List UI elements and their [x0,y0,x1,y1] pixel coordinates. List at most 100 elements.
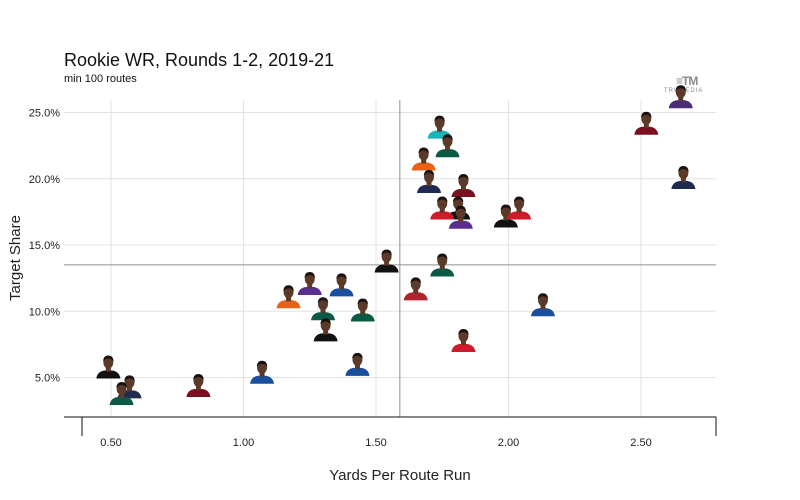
y-axis-label: Target Share [7,215,24,301]
data-point[interactable] [671,166,696,190]
player-neck [307,284,313,289]
player-jersey [403,292,428,301]
data-point[interactable] [634,111,659,135]
x-axis-label: Yards Per Route Run [329,467,470,484]
data-point[interactable] [109,382,134,405]
grid-layer [64,100,716,417]
player-head [442,135,453,148]
player-jersey [313,333,338,342]
player-neck [320,309,326,314]
data-point[interactable] [430,253,455,277]
data-point[interactable] [493,204,518,228]
chart-subtitle: min 100 routes [64,73,137,85]
data-point[interactable] [417,170,441,193]
player-hair [434,115,445,122]
y-tick-label: 20.0% [29,174,60,186]
player-jersey [448,220,473,229]
data-point[interactable] [668,85,693,109]
player-head [304,273,315,286]
data-point[interactable] [451,173,476,197]
player-jersey [417,185,441,193]
data-point[interactable] [451,329,476,352]
player-neck [286,297,292,302]
data-point[interactable] [435,134,460,158]
player-head [434,116,445,129]
data-point[interactable] [507,196,532,220]
player-neck [339,285,345,290]
player-jersey [411,162,436,171]
player-head [418,148,429,161]
player-neck [426,182,432,186]
player-neck [259,372,265,377]
player-head [437,197,448,210]
player-jersey [186,389,211,398]
player-neck [384,261,390,266]
data-point[interactable] [276,285,301,309]
player-head [641,112,652,125]
player-jersey [507,211,532,220]
player-head [257,361,268,374]
player-hair [256,360,268,367]
player-head [352,353,363,366]
player-neck [540,305,546,310]
player-neck [503,216,509,221]
player-head [318,298,328,311]
player-jersey [297,287,322,296]
player-jersey [329,288,354,297]
player-head [320,319,331,332]
y-tick-label: 5.0% [35,373,60,385]
player-hair [458,173,469,180]
player-hair [537,293,549,300]
player-neck [105,367,111,372]
data-point[interactable] [448,205,473,229]
data-point[interactable] [411,147,436,171]
player-jersey [350,313,375,322]
data-points [96,85,696,405]
player-hair [513,196,525,203]
data-point[interactable] [403,277,428,301]
player-neck [680,178,686,183]
player-neck [643,123,649,128]
player-hair [641,111,652,118]
player-head [678,167,689,180]
tick-labels: 0.50 1.00 1.50 2.00 2.50 5.0% 10.0% 15.0% 20.0% 2… [29,108,652,450]
player-hair [675,85,686,92]
y-tick-label: 10.0% [29,306,60,318]
player-hair [678,166,689,173]
data-point[interactable] [329,273,354,297]
data-point[interactable] [350,298,375,322]
data-point[interactable] [297,272,322,296]
player-jersey [345,367,370,376]
player-hair [455,205,466,212]
x-tick-label: 0.50 [100,437,121,449]
player-hair [458,329,469,335]
player-hair [500,204,512,211]
player-jersey [634,126,659,135]
player-neck [439,265,445,270]
player-jersey [668,100,693,109]
player-jersey [451,344,476,352]
data-point[interactable] [430,196,455,220]
player-head [500,205,511,218]
brand-logo-mark: ≡TM [676,74,698,88]
data-point[interactable] [186,374,211,398]
data-point[interactable] [313,318,338,342]
player-hair [423,170,435,176]
data-point[interactable] [96,355,121,379]
player-hair [357,298,368,305]
player-head [283,286,294,299]
data-point[interactable] [374,249,399,273]
data-point[interactable] [250,360,275,384]
data-point[interactable] [311,297,335,321]
data-point[interactable] [345,352,370,376]
player-hair [442,134,453,141]
y-tick-label: 25.0% [29,108,60,120]
chart-title: Rookie WR, Rounds 1-2, 2019-21 [64,50,335,70]
player-hair [418,147,429,154]
data-point[interactable] [530,293,555,317]
player-head [675,86,686,99]
player-jersey [311,312,335,321]
player-head [381,250,392,263]
player-head [357,299,368,312]
